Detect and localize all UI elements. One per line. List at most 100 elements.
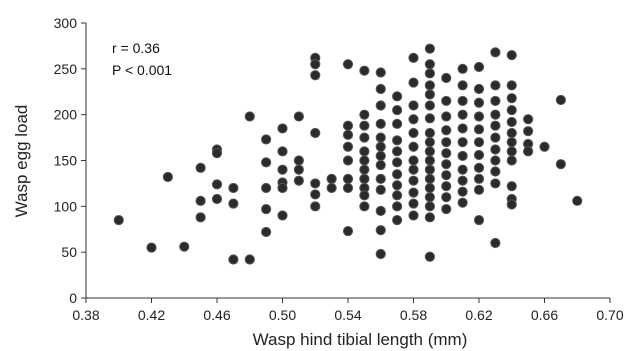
data-point — [473, 97, 485, 108]
data-point — [473, 173, 485, 184]
data-point — [506, 146, 517, 157]
y-tick-label: 100 — [54, 198, 78, 214]
data-point — [392, 180, 403, 191]
data-point — [244, 254, 255, 265]
y-axis-title: Wasp egg load — [12, 105, 31, 218]
data-point — [539, 141, 550, 152]
data-point — [408, 155, 419, 166]
data-point — [359, 109, 370, 120]
data-point — [392, 118, 403, 129]
data-point — [424, 155, 435, 166]
data-point — [490, 144, 501, 155]
data-point — [244, 111, 255, 122]
data-point — [342, 120, 354, 131]
data-point — [473, 214, 485, 226]
data-point — [359, 65, 370, 76]
data-point — [506, 93, 517, 104]
data-point — [457, 164, 468, 175]
data-point — [424, 68, 435, 79]
data-point — [555, 94, 566, 106]
data-point — [375, 141, 386, 152]
data-point — [473, 149, 485, 161]
data-point — [408, 52, 419, 63]
data-point — [408, 164, 419, 175]
data-point — [473, 124, 485, 135]
data-point — [523, 146, 534, 157]
data-point — [506, 80, 517, 91]
data-point — [359, 201, 370, 212]
data-point — [359, 164, 370, 175]
data-point — [523, 114, 534, 125]
data-point — [359, 155, 370, 166]
data-point — [408, 114, 419, 125]
data-point — [424, 201, 435, 212]
data-point — [457, 95, 468, 107]
data-point — [441, 170, 452, 181]
data-point — [457, 186, 468, 197]
data-point — [342, 225, 354, 237]
data-point — [457, 175, 468, 186]
data-point — [228, 198, 239, 209]
y-tick-label: 300 — [54, 15, 78, 31]
axes: 0.38 0.42 0.46 0.50 0.54 0.58 0.62 0.66 0.70 0 50 1… — [54, 15, 624, 323]
data-point — [293, 111, 304, 122]
data-point — [424, 212, 435, 223]
data-point — [375, 150, 386, 162]
data-point — [359, 132, 370, 143]
data-point — [359, 146, 370, 157]
data-point — [441, 203, 452, 215]
data-point — [424, 100, 435, 111]
data-point — [506, 127, 517, 139]
data-points — [113, 43, 583, 265]
data-point — [310, 189, 321, 200]
x-tick-label: 0.38 — [72, 307, 99, 323]
x-tick-label: 0.66 — [531, 307, 558, 323]
data-point — [359, 190, 370, 201]
data-point — [392, 104, 403, 116]
data-point — [310, 70, 321, 81]
data-point — [506, 199, 517, 210]
data-point — [506, 116, 517, 128]
data-point — [457, 80, 468, 91]
data-point — [277, 123, 288, 134]
data-point — [342, 129, 354, 140]
data-point — [326, 173, 337, 184]
data-point — [261, 226, 272, 238]
data-point — [342, 173, 354, 184]
data-point — [375, 225, 386, 236]
data-point — [473, 61, 485, 73]
data-point — [228, 254, 239, 265]
data-point — [441, 159, 452, 170]
data-point — [277, 182, 288, 194]
data-point — [473, 184, 485, 195]
data-point — [523, 126, 534, 137]
data-point — [392, 214, 403, 226]
data-point — [473, 137, 485, 148]
data-point — [375, 184, 386, 195]
x-tick-label: 0.42 — [138, 307, 165, 323]
data-point — [424, 113, 435, 124]
data-point — [392, 135, 403, 146]
p-value-annotation: P < 0.001 — [112, 62, 172, 78]
data-point — [293, 155, 304, 166]
data-point — [424, 43, 435, 54]
data-point — [261, 203, 272, 215]
data-point — [408, 187, 419, 198]
y-tick-label: 50 — [61, 244, 77, 260]
data-point — [408, 77, 419, 88]
data-point — [457, 150, 468, 162]
data-point — [441, 72, 452, 84]
x-tick-label: 0.50 — [269, 307, 296, 323]
data-point — [441, 125, 452, 136]
data-point — [392, 201, 403, 212]
data-point — [146, 242, 157, 253]
data-point — [310, 59, 321, 70]
x-axis-title: Wasp hind tibial length (mm) — [253, 330, 468, 349]
data-point — [392, 157, 403, 168]
data-point — [408, 127, 419, 139]
y-tick-label: 150 — [54, 153, 78, 169]
data-point — [457, 137, 468, 148]
data-point — [310, 127, 321, 139]
data-point — [408, 175, 419, 186]
